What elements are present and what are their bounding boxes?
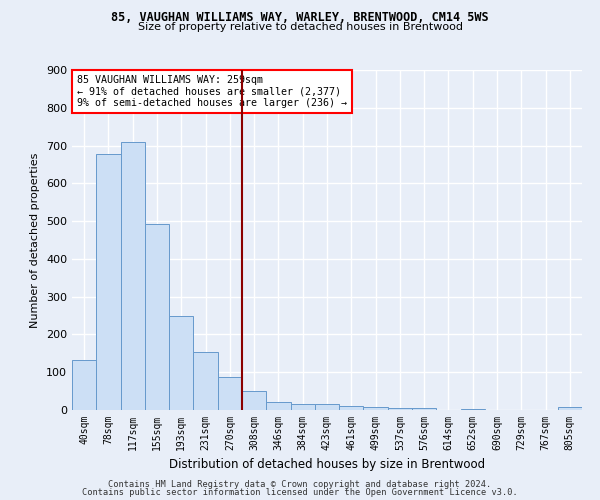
Bar — [218, 377, 242, 410]
Bar — [193, 352, 218, 410]
X-axis label: Distribution of detached houses by size in Brentwood: Distribution of detached houses by size … — [169, 458, 485, 471]
Bar — [364, 406, 388, 410]
Y-axis label: Number of detached properties: Number of detached properties — [31, 152, 40, 328]
Bar — [558, 407, 582, 410]
Text: Size of property relative to detached houses in Brentwood: Size of property relative to detached ho… — [137, 22, 463, 32]
Bar — [412, 408, 436, 410]
Bar — [169, 316, 193, 410]
Text: 85, VAUGHAN WILLIAMS WAY, WARLEY, BRENTWOOD, CM14 5WS: 85, VAUGHAN WILLIAMS WAY, WARLEY, BRENTW… — [111, 11, 489, 24]
Bar — [266, 402, 290, 410]
Text: 85 VAUGHAN WILLIAMS WAY: 259sqm
← 91% of detached houses are smaller (2,377)
9% : 85 VAUGHAN WILLIAMS WAY: 259sqm ← 91% of… — [77, 75, 347, 108]
Bar — [315, 404, 339, 410]
Bar — [339, 406, 364, 410]
Bar — [145, 224, 169, 410]
Bar — [388, 408, 412, 410]
Bar — [121, 142, 145, 410]
Bar — [242, 392, 266, 410]
Text: Contains HM Land Registry data © Crown copyright and database right 2024.: Contains HM Land Registry data © Crown c… — [109, 480, 491, 489]
Bar — [461, 409, 485, 410]
Text: Contains public sector information licensed under the Open Government Licence v3: Contains public sector information licen… — [82, 488, 518, 497]
Bar — [290, 404, 315, 410]
Bar — [96, 154, 121, 410]
Bar — [72, 360, 96, 410]
